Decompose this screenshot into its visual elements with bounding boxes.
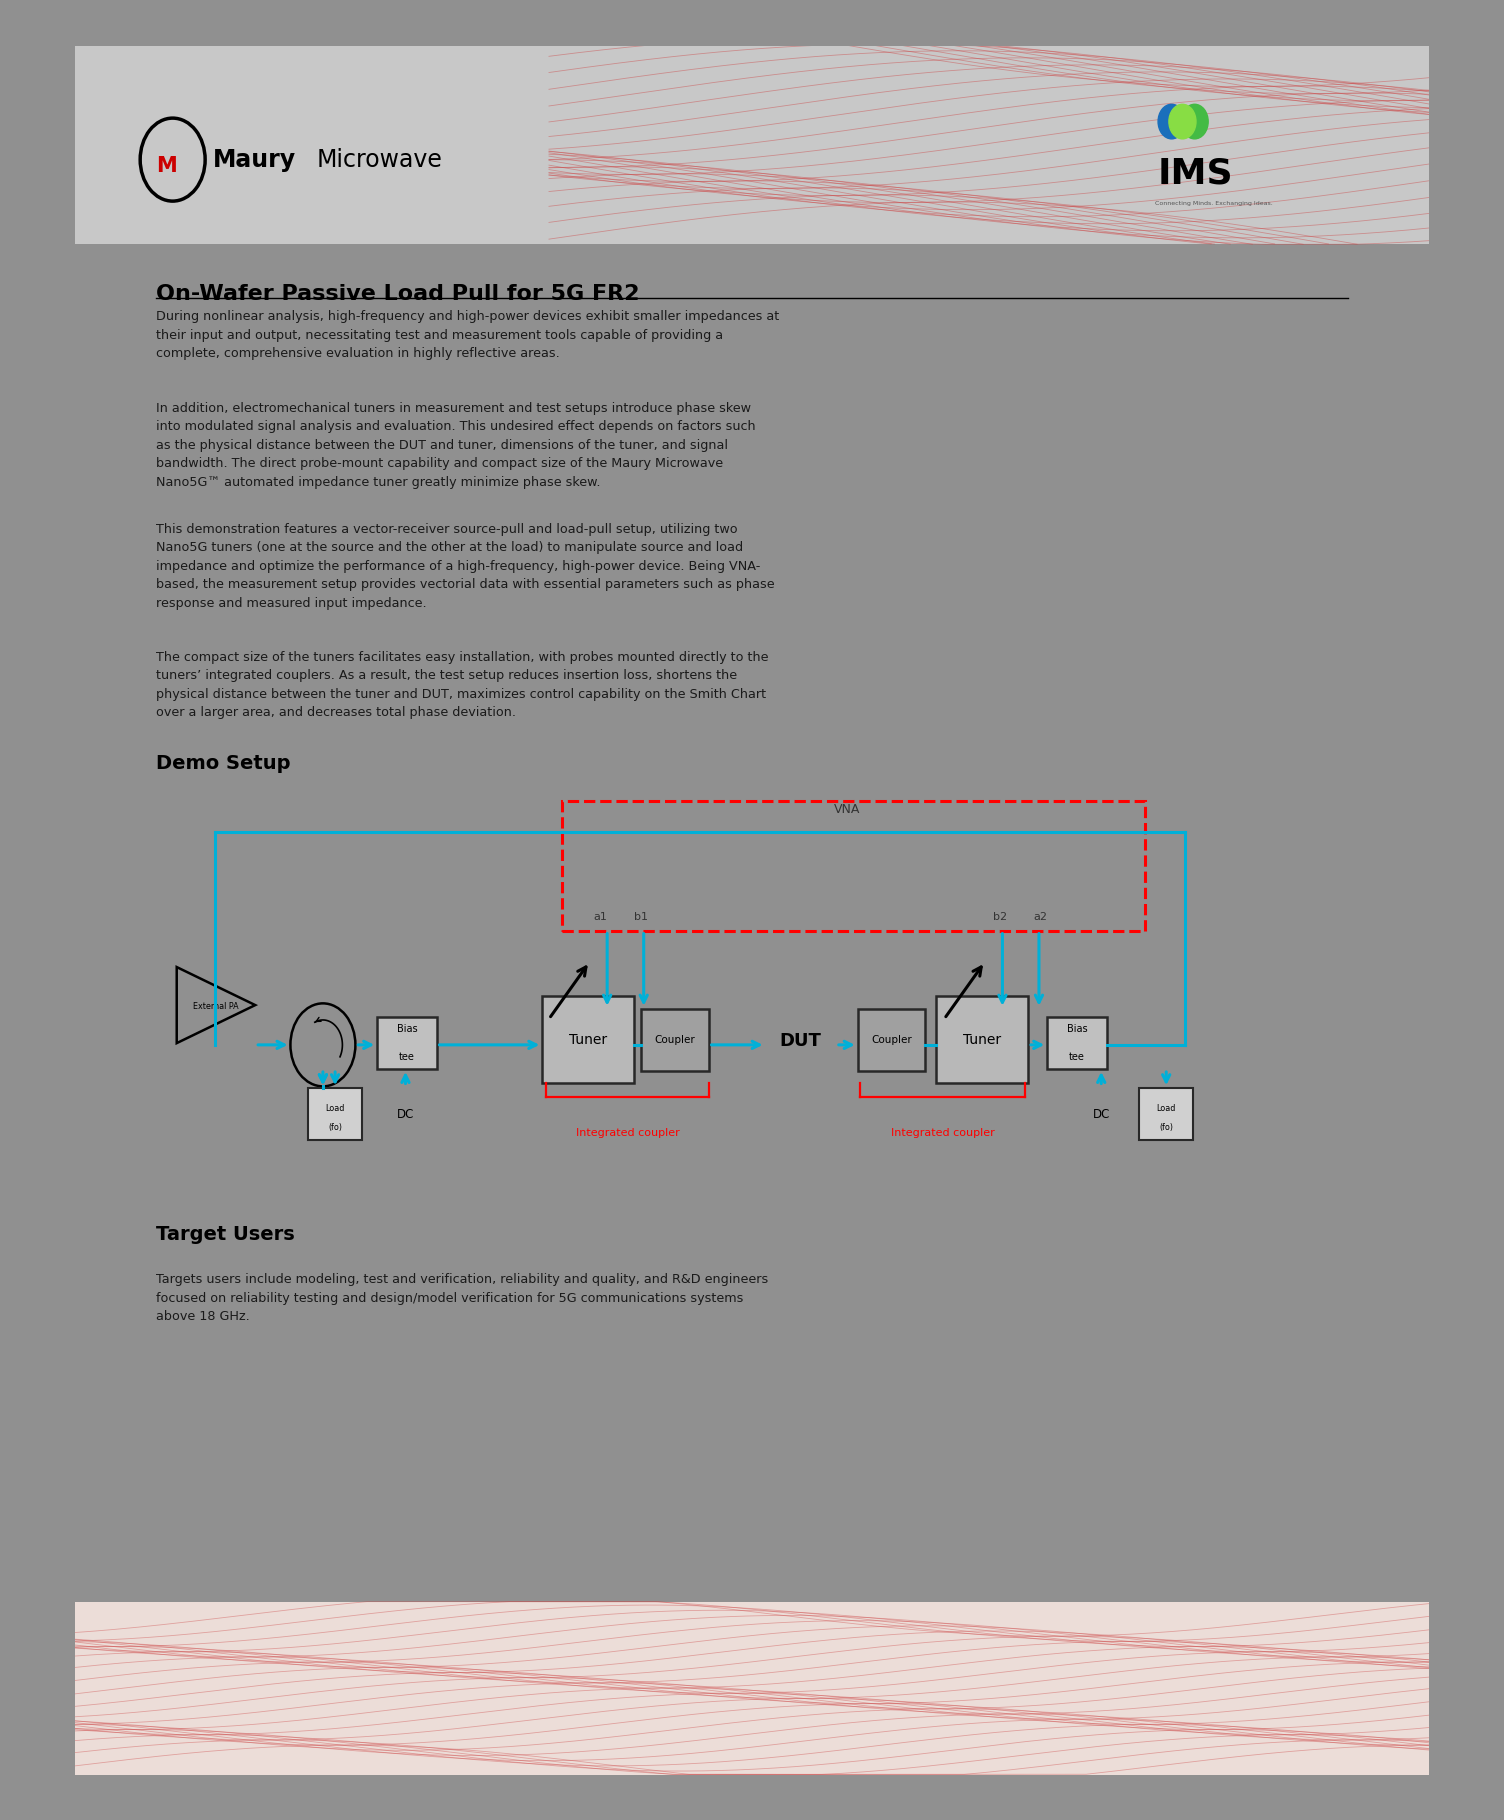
Text: Integrated coupler: Integrated coupler [576,1128,680,1138]
Text: Coupler: Coupler [871,1036,911,1045]
Bar [75,46,1429,244]
Text: Tuner: Tuner [963,1032,1002,1046]
Text: (fo): (fo) [328,1123,341,1132]
Text: a2: a2 [1033,912,1047,923]
Text: Coupler: Coupler [654,1036,695,1045]
Text: VNA: VNA [833,803,860,815]
Circle shape [1181,104,1208,138]
Bar [308,1088,362,1139]
Text: External PA: External PA [193,1001,239,1010]
Text: IMS: IMS [1158,157,1233,191]
Text: Maury: Maury [214,147,296,171]
Bar [562,801,1145,930]
Bar [857,1008,925,1070]
Text: The compact size of the tuners facilitates easy installation, with probes mounte: The compact size of the tuners facilitat… [156,650,769,719]
Text: Load: Load [325,1105,344,1114]
Text: On-Wafer Passive Load Pull for 5G FR2: On-Wafer Passive Load Pull for 5G FR2 [156,284,639,304]
Text: DC: DC [1092,1108,1110,1121]
Text: Microwave: Microwave [316,147,442,171]
Text: During nonlinear analysis, high-frequency and high-power devices exhibit smaller: During nonlinear analysis, high-frequenc… [156,309,779,360]
Circle shape [1169,104,1196,138]
Text: (fo): (fo) [1160,1123,1173,1132]
Bar [1047,1017,1107,1068]
Text: Load: Load [1157,1105,1176,1114]
Text: Connecting Minds. Exchanging Ideas.: Connecting Minds. Exchanging Ideas. [1155,200,1272,206]
Text: a1: a1 [594,912,608,923]
Bar [75,1602,1429,1774]
Bar [641,1008,708,1070]
Text: Tuner: Tuner [569,1032,608,1046]
Text: tee: tee [399,1052,415,1061]
Text: Bias: Bias [1066,1025,1087,1034]
Text: tee: tee [1069,1052,1084,1061]
Bar [378,1017,436,1068]
Text: Demo Setup: Demo Setup [156,755,290,774]
Circle shape [1158,104,1185,138]
Text: DUT: DUT [779,1032,821,1050]
Text: This demonstration features a vector-receiver source-pull and load-pull setup, u: This demonstration features a vector-rec… [156,522,775,610]
Text: b1: b1 [635,912,648,923]
Text: Target Users: Target Users [156,1225,295,1243]
Text: DC: DC [397,1108,414,1121]
Text: b2: b2 [993,912,1006,923]
Bar [1139,1088,1193,1139]
Text: Integrated coupler: Integrated coupler [890,1128,994,1138]
Text: In addition, electromechanical tuners in measurement and test setups introduce p: In addition, electromechanical tuners in… [156,402,757,490]
Bar [541,997,635,1083]
Bar [935,997,1029,1083]
Text: Targets users include modeling, test and verification, reliability and quality, : Targets users include modeling, test and… [156,1274,769,1323]
Text: Bias: Bias [397,1025,417,1034]
Text: M: M [156,157,177,177]
